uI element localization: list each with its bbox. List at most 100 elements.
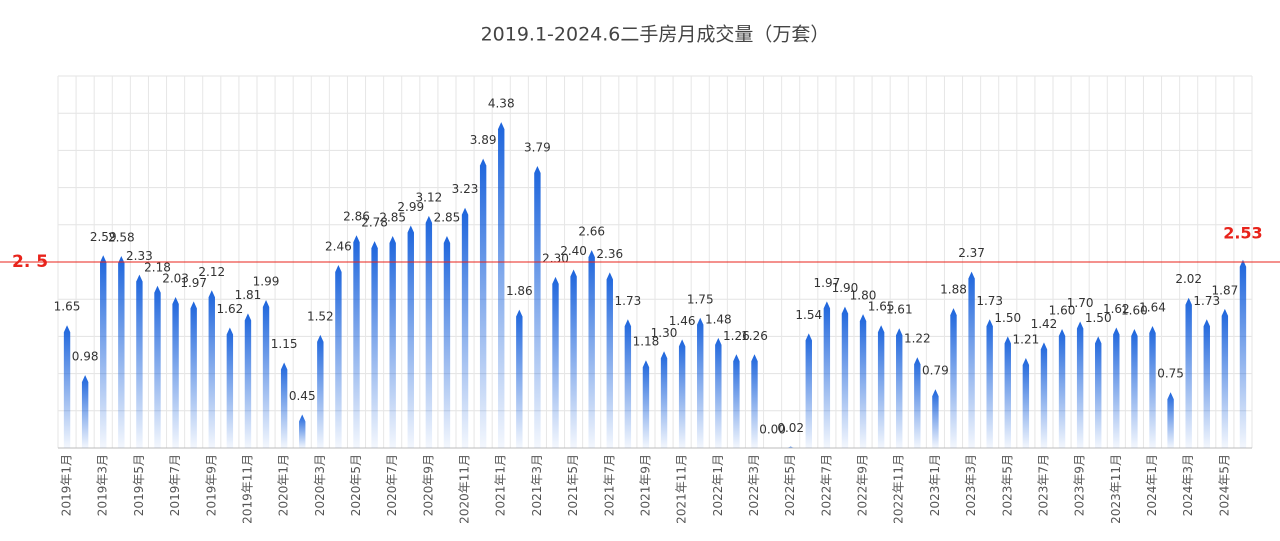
value-label: 4.38	[488, 97, 515, 111]
bar	[335, 264, 342, 448]
bar	[280, 362, 288, 448]
value-label: 1.42	[1031, 317, 1058, 331]
bar	[226, 327, 234, 448]
bar	[317, 334, 324, 448]
bar	[172, 296, 179, 448]
bar	[624, 319, 632, 448]
bar	[154, 285, 161, 448]
value-label: 2.37	[958, 246, 985, 260]
bar	[552, 276, 559, 448]
value-label: 2.02	[1175, 272, 1202, 286]
bar	[805, 333, 812, 448]
bar	[262, 299, 270, 448]
value-label: 2.86	[343, 210, 370, 224]
bar	[100, 255, 107, 448]
value-label: 2.12	[198, 265, 225, 279]
bar	[244, 313, 252, 448]
bar	[877, 325, 885, 448]
x-tick-label: 2022年5月	[783, 454, 797, 516]
value-label: 1.65	[54, 300, 81, 314]
value-label: 3.12	[416, 190, 443, 204]
value-label: 1.62	[1103, 302, 1130, 316]
value-label: 0.45	[289, 389, 316, 403]
bar	[516, 309, 523, 448]
bar	[678, 339, 686, 448]
bar	[389, 235, 396, 448]
value-label: 1.62	[217, 302, 244, 316]
value-label: 2.33	[126, 249, 153, 263]
x-tick-label: 2023年5月	[1000, 454, 1014, 516]
value-label: 1.90	[832, 281, 859, 295]
bar	[1095, 336, 1102, 448]
value-label: 2.85	[434, 210, 461, 224]
value-label: 1.87	[1212, 283, 1239, 297]
value-label: 1.52	[307, 309, 334, 323]
value-label: 2.66	[578, 225, 605, 239]
value-label: 1.54	[795, 308, 822, 322]
bar	[1131, 328, 1138, 448]
bar	[479, 158, 487, 449]
bar	[823, 301, 831, 448]
x-tick-label: 2019年9月	[204, 454, 218, 516]
value-label: 2.03	[162, 271, 189, 285]
value-label: 3.23	[452, 182, 479, 196]
x-tick-label: 2019年7月	[168, 454, 182, 516]
bar	[1058, 328, 1066, 448]
bar	[371, 241, 378, 448]
bar	[932, 389, 939, 448]
bar	[1185, 297, 1192, 448]
chart-title: 2019.1-2024.6二手房月成交量（万套）	[481, 24, 830, 46]
bar	[1239, 259, 1247, 448]
value-label: 2.85	[379, 210, 406, 224]
value-label: 1.64	[1139, 300, 1166, 314]
bar	[606, 272, 613, 448]
value-label: 1.73	[1193, 294, 1220, 308]
value-label: 2.99	[397, 200, 424, 214]
value-label: 1.80	[850, 289, 877, 303]
value-label: 1.97	[180, 276, 207, 290]
value-label: 1.22	[904, 332, 931, 346]
value-label: 3.89	[470, 133, 497, 147]
value-label: 1.75	[687, 292, 714, 306]
bar	[715, 337, 722, 448]
value-label: 1.60	[1049, 303, 1076, 317]
x-tick-label: 2021年5月	[566, 454, 580, 516]
value-label: 1.46	[669, 314, 696, 328]
value-label: 1.30	[651, 326, 678, 340]
bar	[950, 308, 957, 448]
value-label: 1.97	[814, 276, 841, 290]
x-tick-label: 2021年3月	[530, 454, 544, 516]
bar	[1149, 325, 1156, 448]
value-label: 2.46	[325, 239, 352, 253]
bar	[534, 166, 541, 449]
bar	[570, 269, 577, 448]
x-tick-label: 2024年5月	[1217, 454, 1231, 516]
reference-label: 2. 5	[12, 252, 48, 272]
bar	[841, 306, 849, 448]
value-label: 1.61	[886, 303, 913, 317]
value-label: 3.79	[524, 141, 551, 155]
x-tick-label: 2024年3月	[1181, 454, 1195, 516]
value-label: 1.18	[633, 335, 660, 349]
x-tick-label: 2023年11月	[1109, 454, 1123, 524]
bar	[660, 351, 668, 448]
bar	[461, 207, 469, 448]
value-label: 2.36	[596, 247, 623, 261]
value-label: 1.50	[994, 311, 1021, 325]
value-label: 1.26	[741, 329, 768, 343]
bar	[1167, 392, 1174, 448]
bar	[986, 319, 993, 448]
x-tick-label: 2021年7月	[602, 454, 616, 516]
bar	[859, 314, 867, 448]
value-label: 0.98	[72, 350, 99, 364]
value-label: 1.73	[615, 294, 642, 308]
bar	[1040, 342, 1048, 448]
value-label: 1.99	[253, 274, 280, 288]
bar	[787, 446, 794, 448]
x-tick-label: 2019年1月	[60, 454, 74, 516]
x-tick-label: 2019年3月	[96, 454, 110, 516]
x-tick-label: 2023年3月	[964, 454, 978, 516]
x-tick-label: 2020年3月	[313, 454, 327, 516]
bar	[425, 215, 433, 448]
value-label: 2.18	[144, 260, 171, 274]
